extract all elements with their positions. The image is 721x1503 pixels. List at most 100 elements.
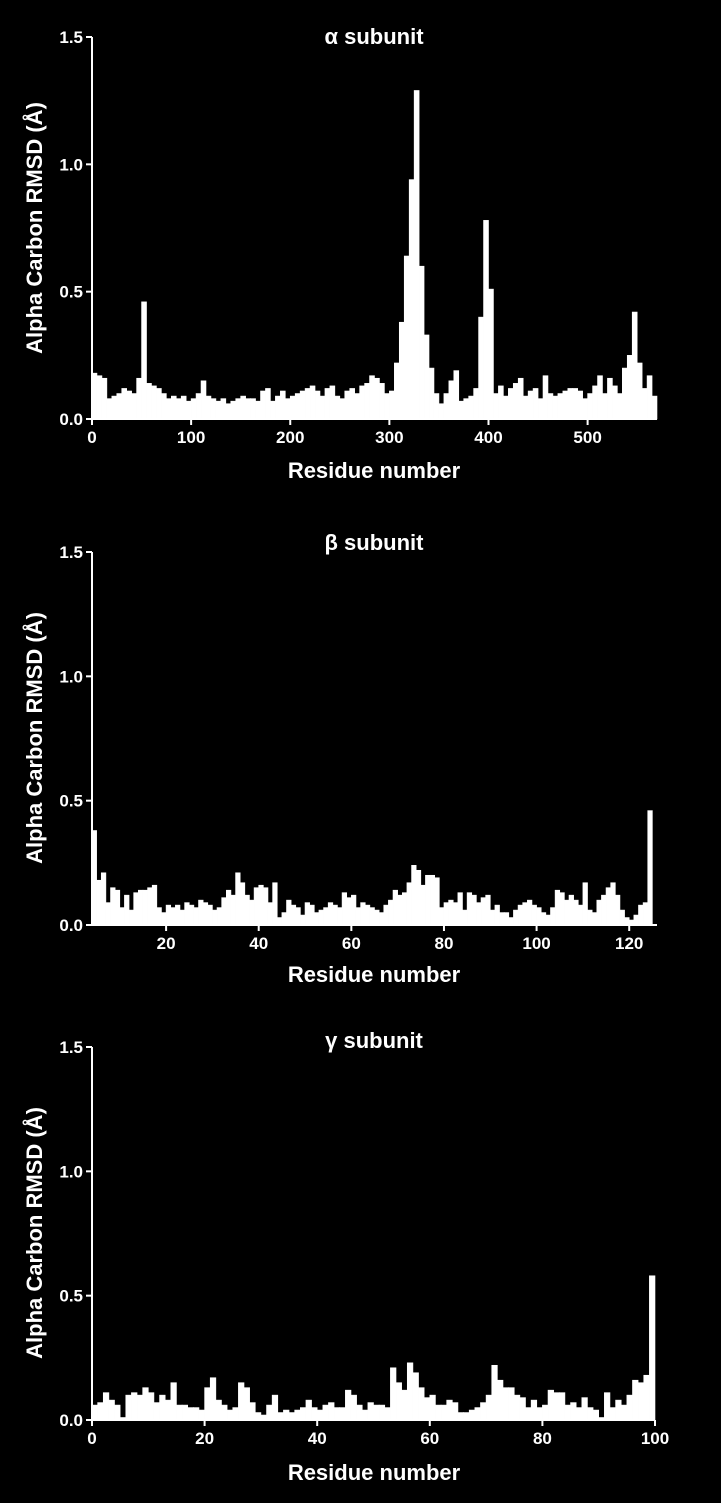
bar <box>265 388 271 420</box>
bar <box>527 899 533 926</box>
bar <box>474 1407 481 1421</box>
bar <box>457 892 463 926</box>
bar <box>148 1392 155 1421</box>
bar <box>221 897 227 926</box>
bar <box>141 301 147 420</box>
bar <box>485 894 491 926</box>
bar <box>389 390 395 420</box>
tick-group: 0.0 0.5 1.0 1.5 0 100 200 300 400 500 <box>59 28 601 447</box>
bar <box>488 288 494 420</box>
bar <box>562 390 569 420</box>
x-tick-label: 100 <box>522 934 550 953</box>
bar <box>413 90 420 420</box>
y-tick-label: 0.5 <box>59 792 83 811</box>
bar <box>587 1407 594 1421</box>
bar <box>267 902 273 926</box>
bar <box>166 398 172 420</box>
bar <box>582 398 588 420</box>
bar <box>443 393 450 420</box>
x-tick-label: 20 <box>157 934 176 953</box>
bar <box>119 907 125 926</box>
x-tick-label: 0 <box>87 1429 96 1448</box>
x-axis-label: Residue number <box>288 458 461 483</box>
bar <box>633 914 639 926</box>
bar <box>632 1379 639 1421</box>
bar-group <box>91 1275 656 1421</box>
bar <box>101 377 108 420</box>
bar <box>258 884 264 926</box>
bar <box>337 907 343 926</box>
bar <box>323 907 329 926</box>
bar <box>329 385 336 420</box>
bar <box>190 398 197 420</box>
bar <box>547 1389 554 1421</box>
bar <box>304 902 310 926</box>
bar <box>349 388 355 420</box>
bar <box>446 1399 453 1421</box>
bar <box>418 265 425 420</box>
bar <box>463 1412 470 1421</box>
bar <box>260 390 266 420</box>
bar <box>277 1412 284 1421</box>
bar <box>489 909 496 926</box>
bar <box>271 1394 279 1421</box>
bar <box>151 385 157 420</box>
bar <box>344 390 351 420</box>
bar <box>142 1387 149 1421</box>
bar <box>499 912 505 926</box>
bar <box>564 899 570 926</box>
bar <box>607 377 613 420</box>
bar <box>602 393 608 420</box>
bar <box>245 398 251 420</box>
bar <box>577 904 584 926</box>
bar <box>643 1374 650 1421</box>
bar <box>131 393 137 420</box>
bar <box>429 1394 436 1421</box>
bar <box>641 388 648 420</box>
y-axis-label: Alpha Carbon RMSD (Å) <box>21 612 47 864</box>
bar <box>230 400 237 420</box>
bar <box>493 393 499 420</box>
bar <box>617 393 623 420</box>
bar <box>128 909 134 926</box>
y-axis-label: Alpha Carbon RMSD (Å) <box>21 102 47 354</box>
bar <box>415 869 422 926</box>
bar <box>200 380 207 420</box>
bar <box>361 1409 369 1421</box>
bar <box>226 1409 234 1421</box>
bar <box>238 1382 245 1421</box>
bar <box>110 887 116 926</box>
bar <box>226 889 232 926</box>
bar <box>374 909 380 926</box>
bar <box>276 917 283 926</box>
bar <box>620 1404 628 1421</box>
bar <box>536 907 542 926</box>
bar <box>346 897 352 926</box>
bar <box>636 362 643 420</box>
bar <box>215 400 222 420</box>
x-tick-label: 0 <box>87 428 96 447</box>
x-tick-label: 100 <box>641 1429 669 1448</box>
bar <box>133 892 139 926</box>
bar <box>553 1392 560 1421</box>
bar <box>216 907 222 926</box>
bar <box>508 1387 515 1421</box>
bar <box>438 403 445 420</box>
bar <box>235 872 241 926</box>
bar <box>592 1409 600 1421</box>
x-tick-label: 500 <box>573 428 601 447</box>
bar <box>359 385 365 420</box>
bar <box>596 899 602 926</box>
tick-group: 0.0 0.5 1.0 1.5 20 40 60 80 100 120 <box>59 543 643 953</box>
bar <box>249 899 255 926</box>
bar <box>356 1404 363 1421</box>
bar <box>284 398 291 420</box>
bar <box>161 912 167 926</box>
bar <box>513 1394 521 1421</box>
bar <box>433 393 440 420</box>
chart-title: α subunit <box>324 24 424 49</box>
bar <box>220 398 227 420</box>
bar <box>480 1402 487 1421</box>
bar <box>420 884 426 926</box>
bar <box>480 897 486 926</box>
